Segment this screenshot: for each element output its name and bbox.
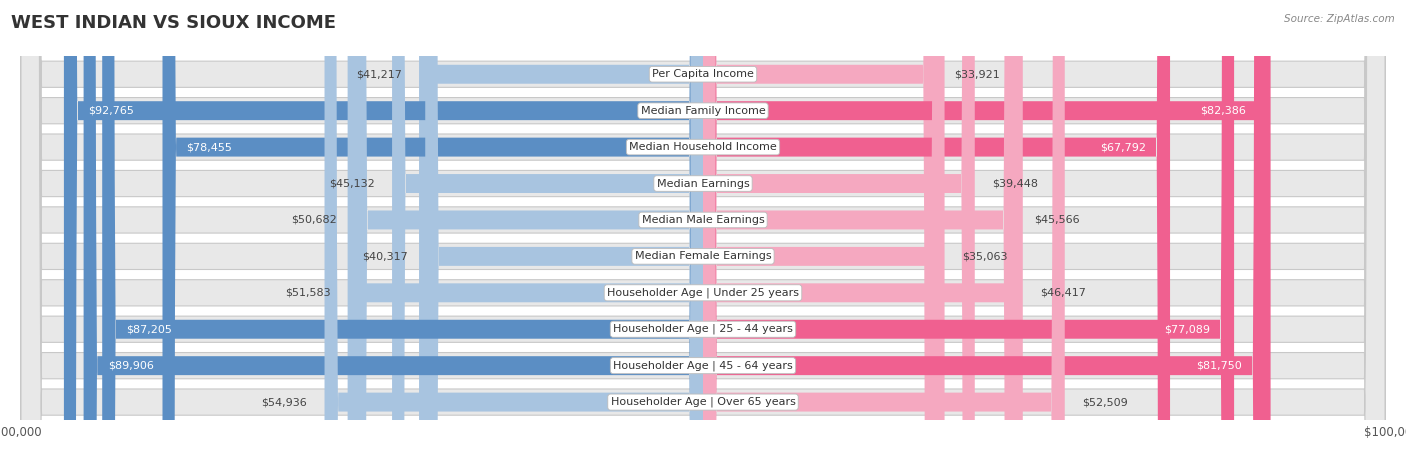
FancyBboxPatch shape — [703, 0, 1017, 467]
FancyBboxPatch shape — [347, 0, 703, 467]
FancyBboxPatch shape — [392, 0, 703, 467]
Text: $67,792: $67,792 — [1099, 142, 1146, 152]
Text: Householder Age | 25 - 44 years: Householder Age | 25 - 44 years — [613, 324, 793, 334]
FancyBboxPatch shape — [21, 0, 1385, 467]
Text: Median Earnings: Median Earnings — [657, 178, 749, 189]
Text: $92,765: $92,765 — [89, 106, 134, 116]
FancyBboxPatch shape — [21, 0, 1385, 467]
Text: Median Family Income: Median Family Income — [641, 106, 765, 116]
Text: $46,417: $46,417 — [1040, 288, 1085, 298]
Text: $82,386: $82,386 — [1201, 106, 1247, 116]
FancyBboxPatch shape — [21, 0, 1385, 467]
Text: $51,583: $51,583 — [285, 288, 330, 298]
Text: $87,205: $87,205 — [127, 324, 172, 334]
Text: $39,448: $39,448 — [993, 178, 1038, 189]
FancyBboxPatch shape — [163, 0, 703, 467]
FancyBboxPatch shape — [354, 0, 703, 467]
Text: Median Male Earnings: Median Male Earnings — [641, 215, 765, 225]
Text: Householder Age | 45 - 64 years: Householder Age | 45 - 64 years — [613, 361, 793, 371]
Text: $77,089: $77,089 — [1164, 324, 1211, 334]
Text: $41,217: $41,217 — [356, 69, 402, 79]
Text: $81,750: $81,750 — [1197, 361, 1241, 371]
FancyBboxPatch shape — [103, 0, 703, 467]
FancyBboxPatch shape — [63, 0, 703, 467]
Text: Householder Age | Over 65 years: Householder Age | Over 65 years — [610, 397, 796, 407]
FancyBboxPatch shape — [703, 0, 1271, 467]
FancyBboxPatch shape — [21, 0, 1385, 467]
FancyBboxPatch shape — [703, 0, 1064, 467]
Text: $35,063: $35,063 — [962, 251, 1007, 262]
Text: $45,132: $45,132 — [329, 178, 375, 189]
Text: $40,317: $40,317 — [363, 251, 408, 262]
FancyBboxPatch shape — [703, 0, 1267, 467]
FancyBboxPatch shape — [21, 0, 1385, 467]
FancyBboxPatch shape — [325, 0, 703, 467]
FancyBboxPatch shape — [21, 0, 1385, 467]
FancyBboxPatch shape — [703, 0, 936, 467]
Text: $45,566: $45,566 — [1035, 215, 1080, 225]
FancyBboxPatch shape — [21, 0, 1385, 467]
FancyBboxPatch shape — [21, 0, 1385, 467]
Text: Per Capita Income: Per Capita Income — [652, 69, 754, 79]
FancyBboxPatch shape — [703, 0, 1022, 467]
Text: Median Household Income: Median Household Income — [628, 142, 778, 152]
FancyBboxPatch shape — [83, 0, 703, 467]
FancyBboxPatch shape — [21, 0, 1385, 467]
Text: WEST INDIAN VS SIOUX INCOME: WEST INDIAN VS SIOUX INCOME — [11, 14, 336, 32]
Text: Householder Age | Under 25 years: Householder Age | Under 25 years — [607, 288, 799, 298]
FancyBboxPatch shape — [703, 0, 945, 467]
FancyBboxPatch shape — [703, 0, 1234, 467]
Text: Source: ZipAtlas.com: Source: ZipAtlas.com — [1284, 14, 1395, 24]
Text: $50,682: $50,682 — [291, 215, 336, 225]
Text: $54,936: $54,936 — [262, 397, 308, 407]
Text: Median Female Earnings: Median Female Earnings — [634, 251, 772, 262]
FancyBboxPatch shape — [425, 0, 703, 467]
FancyBboxPatch shape — [703, 0, 974, 467]
FancyBboxPatch shape — [703, 0, 1170, 467]
FancyBboxPatch shape — [419, 0, 703, 467]
Text: $52,509: $52,509 — [1083, 397, 1128, 407]
Text: $89,906: $89,906 — [108, 361, 153, 371]
Text: $33,921: $33,921 — [953, 69, 1000, 79]
Text: $78,455: $78,455 — [187, 142, 232, 152]
FancyBboxPatch shape — [21, 0, 1385, 467]
